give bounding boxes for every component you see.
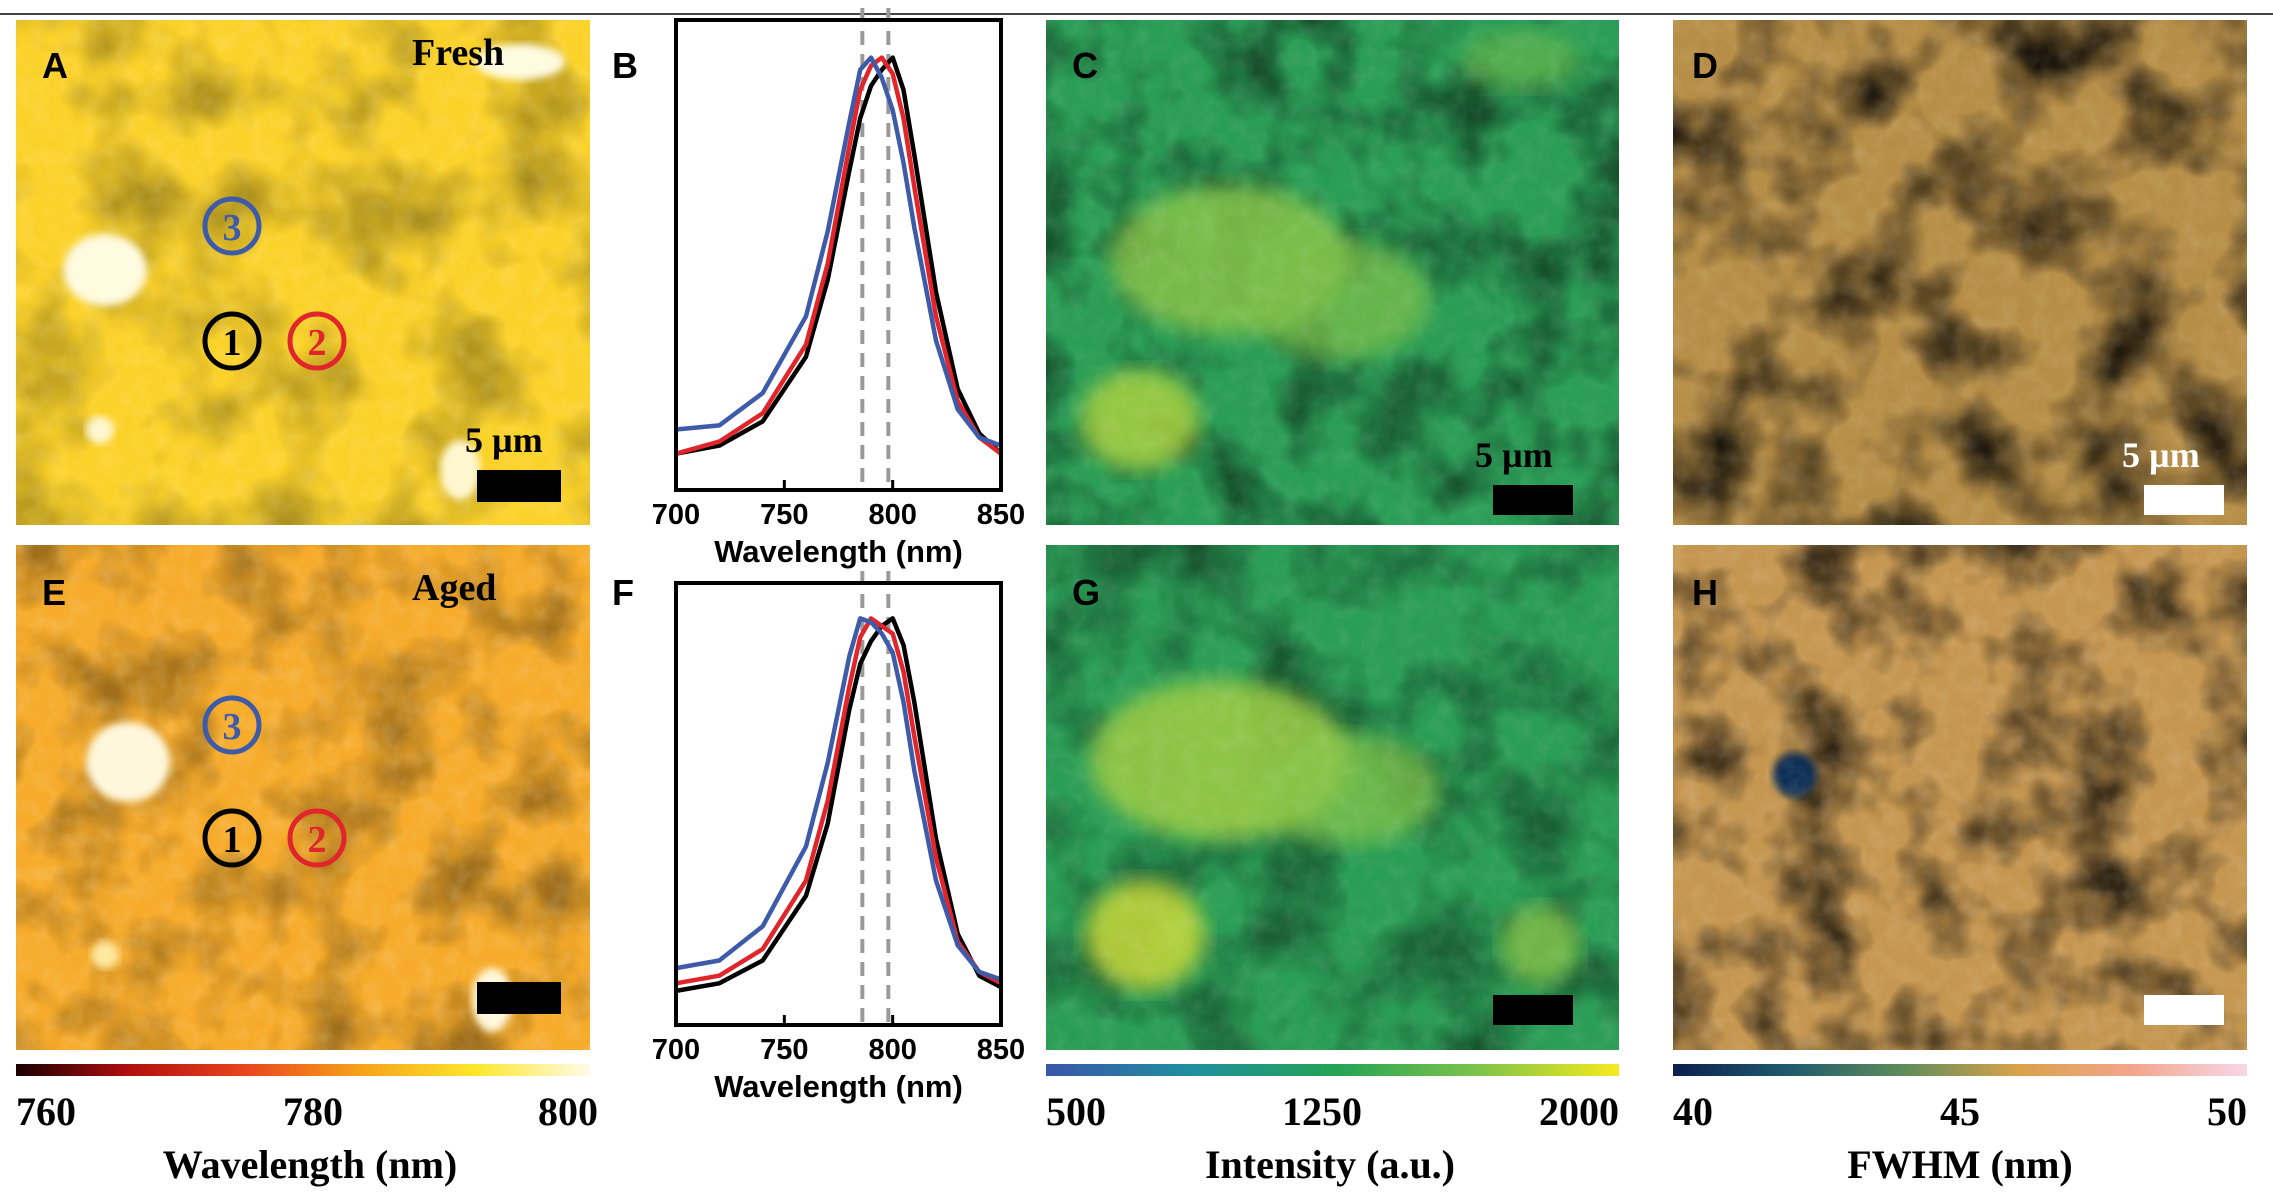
x-axis-label: Wavelength (nm): [714, 534, 963, 569]
colorbar-title: Intensity (a.u.): [1205, 1142, 1455, 1187]
panel-letter-a: A: [42, 45, 68, 86]
x-tick-label: 700: [652, 499, 700, 531]
condition-label-fresh: Fresh: [412, 32, 504, 74]
scale-bar-c: [1493, 485, 1573, 515]
series-line-1: [675, 616, 1003, 986]
colorbar-tick: 780: [283, 1089, 343, 1134]
scale-label-d: 5 µm: [2122, 435, 2200, 475]
condition-label-aged: Aged: [412, 567, 496, 609]
x-tick-label: 800: [868, 499, 916, 531]
panel-letter-c: C: [1072, 45, 1098, 86]
colorbar-wavelength: 760 780 800 Wavelength (nm): [16, 1064, 598, 1187]
colorbar-tick: 45: [1940, 1089, 1980, 1134]
colorbar-title: FWHM (nm): [1847, 1142, 2073, 1187]
series-line-2: [675, 55, 1002, 448]
panel-c-map: [1046, 20, 1619, 525]
x-tick-label: 800: [868, 1034, 916, 1066]
colorbar-title: Wavelength (nm): [163, 1142, 457, 1187]
scale-label-a: 5 µm: [465, 420, 543, 460]
svg-text:1: 1: [223, 819, 242, 861]
colorbar-tick: 2000: [1539, 1089, 1619, 1134]
series-line-1: [675, 55, 1003, 456]
x-tick-label: 750: [760, 1034, 808, 1066]
marker-1-fresh: 1: [202, 311, 262, 371]
svg-text:1: 1: [223, 322, 242, 364]
scale-bar-h: [2144, 995, 2224, 1025]
colorbar-tick: 40: [1673, 1089, 1713, 1134]
colorbar-intensity: 500 1250 2000 Intensity (a.u.): [1046, 1064, 1619, 1187]
plot-frame: [674, 18, 1003, 492]
svg-text:2: 2: [308, 322, 327, 364]
panel-letter-b: B: [612, 45, 638, 86]
colorbar-tick: 50: [2207, 1089, 2247, 1134]
series-line-2: [675, 616, 1002, 982]
x-tick-label: 750: [760, 499, 808, 531]
colorbar-tick: 760: [16, 1089, 76, 1134]
marker-3-fresh: 3: [202, 196, 262, 256]
marker-2-fresh: 2: [287, 311, 347, 371]
panel-letter-h: H: [1692, 572, 1718, 613]
panel-e-map: [16, 545, 590, 1050]
x-tick-label: 700: [652, 1034, 700, 1066]
panel-a-map: [16, 20, 590, 525]
svg-text:2: 2: [308, 819, 327, 861]
marker-3-aged: 3: [202, 695, 262, 755]
svg-text:3: 3: [223, 207, 242, 249]
colorbar-tick: 1250: [1282, 1089, 1362, 1134]
x-tick-label: 850: [977, 1034, 1025, 1066]
series-line-0: [675, 616, 1003, 994]
plot-frame: [674, 581, 1003, 1027]
spectrum-chart-f: 700 750 800 850 Wavelength (nm): [652, 571, 1025, 1104]
svg-text:3: 3: [223, 706, 242, 748]
marker-1-aged: 1: [202, 808, 262, 868]
panel-g-map: [1046, 545, 1619, 1050]
panel-letter-d: D: [1692, 45, 1718, 86]
panel-d-map: [1673, 20, 2247, 525]
scale-bar-a: [477, 470, 561, 502]
scale-label-c: 5 µm: [1475, 435, 1553, 475]
spectrum-chart-b: 700 750 800 850 Wavelength (nm): [652, 8, 1025, 569]
scale-bar-g: [1493, 995, 1573, 1025]
panel-letter-e: E: [42, 572, 66, 613]
panel-letter-f: F: [612, 572, 634, 613]
scale-bar-d: [2144, 485, 2224, 515]
marker-2-aged: 2: [287, 808, 347, 868]
colorbar-fwhm: 40 45 50 FWHM (nm): [1673, 1064, 2247, 1187]
series-line-0: [675, 55, 1003, 456]
x-axis-label: Wavelength (nm): [714, 1069, 963, 1104]
scale-bar-e: [477, 982, 561, 1014]
colorbar-tick: 500: [1046, 1089, 1106, 1134]
colorbar-tick: 800: [538, 1089, 598, 1134]
x-tick-label: 850: [977, 499, 1025, 531]
panel-h-map: [1673, 545, 2247, 1050]
panel-letter-g: G: [1072, 572, 1100, 613]
